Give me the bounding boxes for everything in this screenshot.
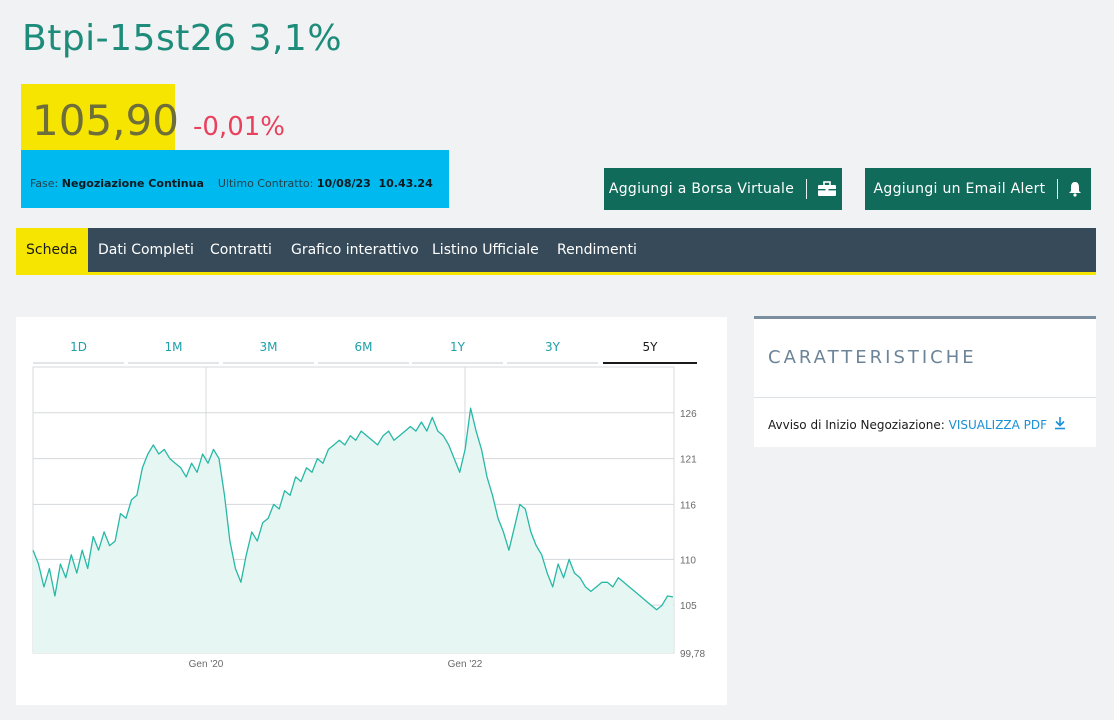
section-nav: Scheda Dati Completi Contratti Grafico i… xyxy=(16,228,1096,275)
last-contract-label: Ultimo Contratto: xyxy=(217,177,314,190)
bell-icon xyxy=(1068,181,1082,197)
x-tick-label: Gen '20 xyxy=(189,659,224,670)
last-price: 105,90 xyxy=(32,96,179,145)
y-tick-label: 126 xyxy=(680,409,697,420)
price-box xyxy=(21,84,175,150)
page-title: Btpi-15st26 3,1% xyxy=(22,18,343,59)
add-to-virtual-exchange-label: Aggiungi a Borsa Virtuale xyxy=(608,181,795,197)
y-tick-label: 99,78 xyxy=(680,649,705,660)
y-tick-label: 116 xyxy=(680,500,696,511)
nav-tab-listino-ufficiale[interactable]: Listino Ufficiale xyxy=(432,242,539,258)
characteristics-title: CARATTERISTICHE xyxy=(768,347,977,368)
download-icon xyxy=(1054,417,1065,430)
view-pdf-link-text: VISUALIZZA PDF xyxy=(948,418,1048,432)
add-email-alert-label: Aggiungi un Email Alert xyxy=(873,181,1046,197)
add-to-virtual-exchange-button[interactable]: Aggiungi a Borsa Virtuale xyxy=(604,168,842,210)
nav-tab-contratti[interactable]: Contratti xyxy=(210,242,272,258)
series-area-fill xyxy=(33,408,673,653)
price-chart-card: 1D 1M 3M 6M 1Y 3Y 5Y 99,78 105 110 116 121 12… xyxy=(16,317,727,705)
characteristics-card: CARATTERISTICHE Avviso di Inizio Negozia… xyxy=(754,316,1096,447)
range-tab-3y[interactable]: 3Y xyxy=(507,337,598,364)
series-line xyxy=(32,407,674,611)
y-tick-label: 110 xyxy=(680,555,696,566)
nav-tab-rendimenti[interactable]: Rendimenti xyxy=(557,242,637,258)
view-pdf-link[interactable]: VISUALIZZA PDF xyxy=(948,417,1066,432)
price-area-chart[interactable]: 99,78 105 110 116 121 126 Gen '20 Gen '22 xyxy=(16,317,727,705)
nav-tab-grafico-interattivo[interactable]: Grafico interattivo xyxy=(291,242,419,258)
briefcase-icon xyxy=(817,181,837,197)
nav-tab-dati-completi[interactable]: Dati Completi xyxy=(98,242,194,258)
range-tab-1m[interactable]: 1M xyxy=(128,337,219,364)
trading-notice-label: Avviso di Inizio Negoziazione: xyxy=(768,418,945,432)
y-tick-label: 121 xyxy=(680,455,697,466)
y-tick-label: 105 xyxy=(680,601,697,612)
phase-label: Fase: xyxy=(30,177,59,190)
phase-value: Negoziazione Continua xyxy=(61,177,204,190)
price-change: -0,01% xyxy=(193,112,285,142)
trading-notice-row: Avviso di Inizio Negoziazione: VISUALIZZ… xyxy=(768,416,1066,432)
phase-info-box: Fase: Negoziazione Continua Ultimo Contr… xyxy=(21,150,449,208)
range-tab-1y[interactable]: 1Y xyxy=(412,337,503,364)
divider xyxy=(754,397,1096,398)
button-divider xyxy=(1057,179,1059,199)
add-email-alert-button[interactable]: Aggiungi un Email Alert xyxy=(865,168,1091,210)
button-divider xyxy=(806,179,808,199)
range-tab-3m[interactable]: 3M xyxy=(223,337,314,364)
last-contract-value: 10/08/23 10.43.24 xyxy=(316,177,433,190)
x-tick-label: Gen '22 xyxy=(448,659,483,670)
range-tab-5y[interactable]: 5Y xyxy=(603,337,697,364)
nav-tab-scheda[interactable]: Scheda xyxy=(16,228,88,272)
range-tab-1d[interactable]: 1D xyxy=(33,337,124,364)
range-tab-6m[interactable]: 6M xyxy=(318,337,409,364)
